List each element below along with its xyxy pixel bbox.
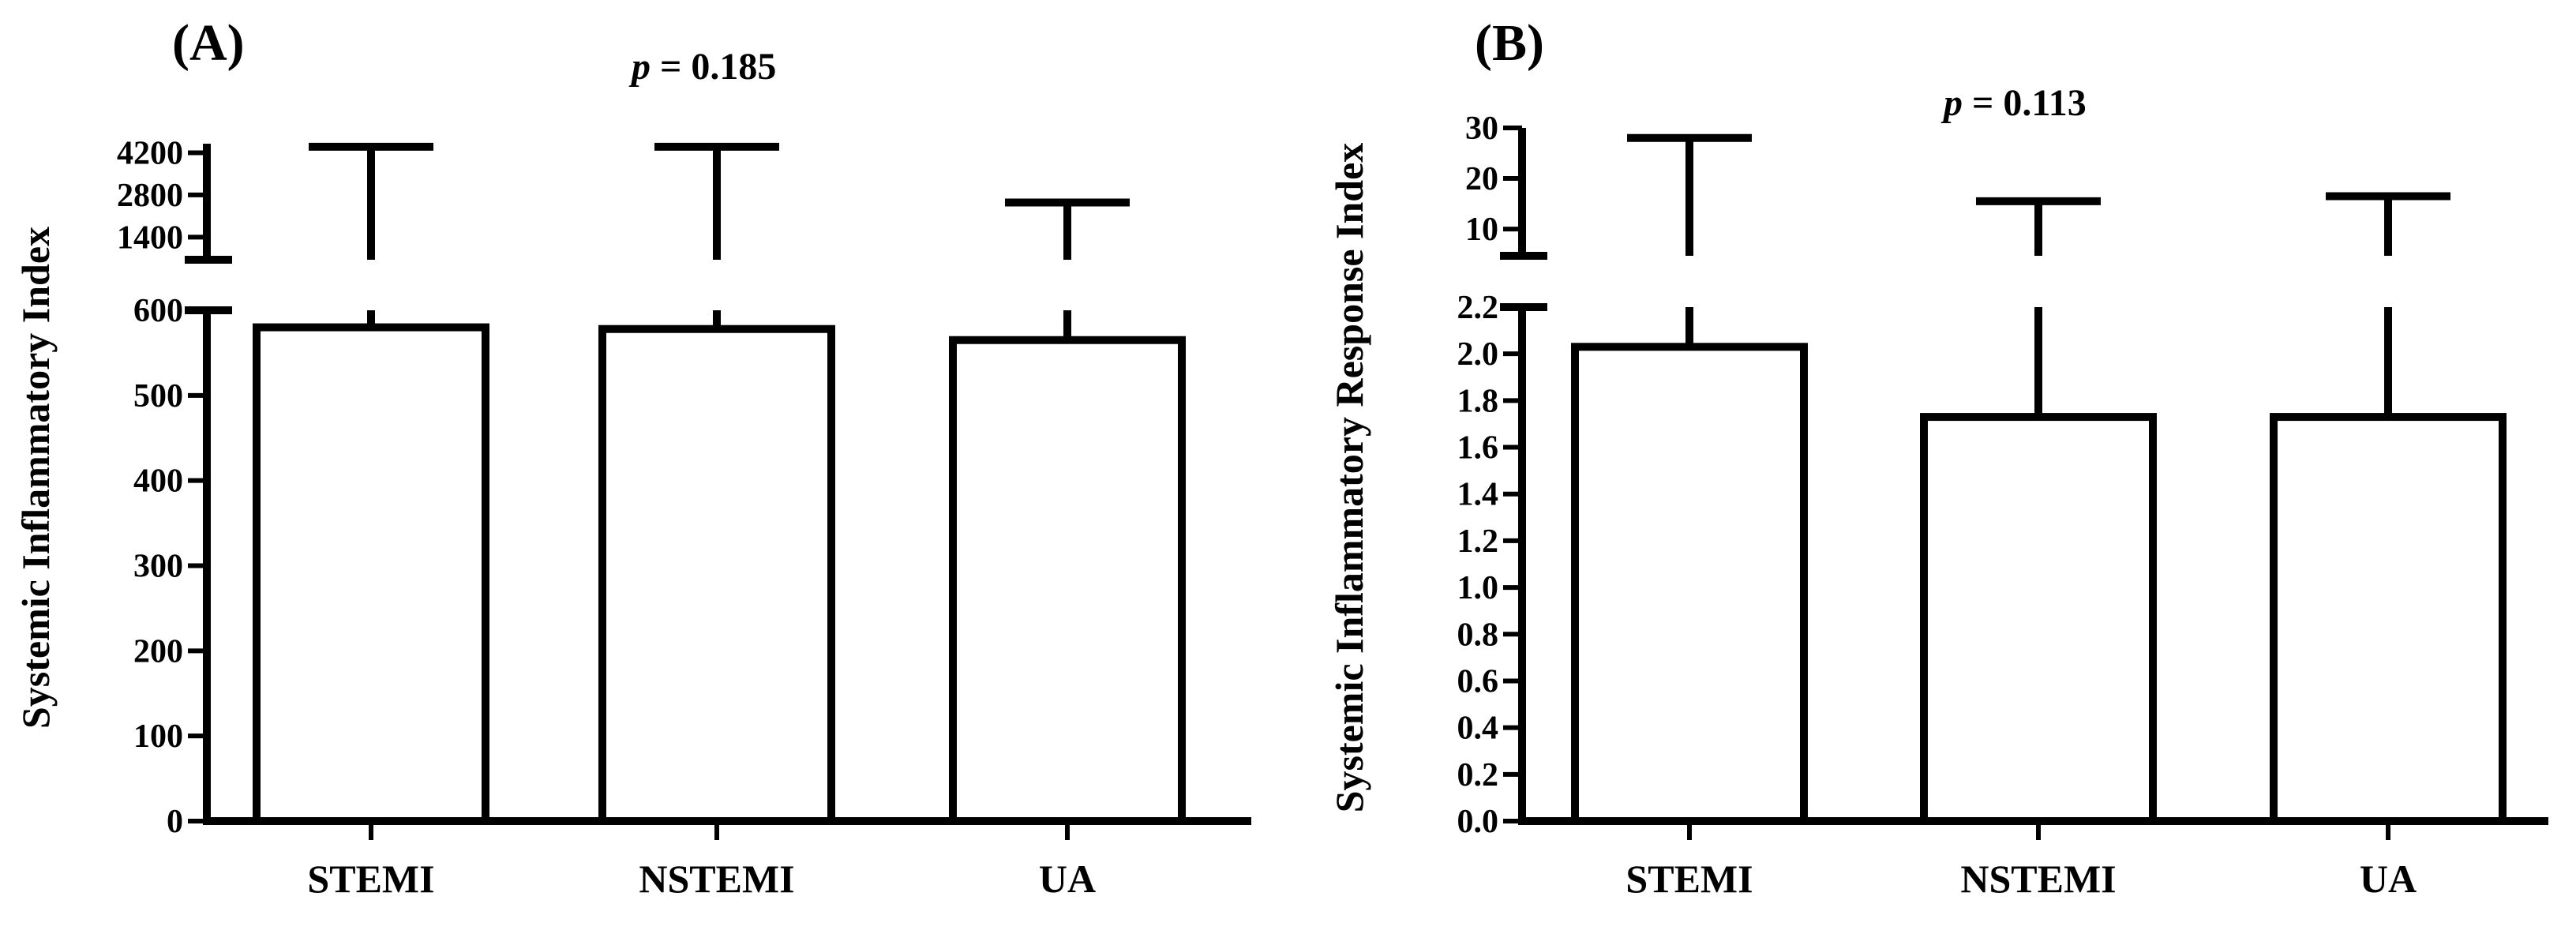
panel-a-y-tick-label: 0 bbox=[167, 804, 183, 840]
panel-b-p-symbol: p bbox=[1940, 82, 1963, 124]
panel-a-y-tick-label: 100 bbox=[133, 718, 183, 755]
panel-a-y-tick-label-upper: 4200 bbox=[117, 135, 183, 171]
panel-b-y-tick-label: 0.0 bbox=[1457, 804, 1499, 840]
panel-a-category-label: UA bbox=[1039, 857, 1096, 901]
panel-b-bar-stemi bbox=[1571, 343, 1808, 825]
panel-b-y-tick-label-upper: 30 bbox=[1465, 111, 1498, 147]
panel-a-p-value: p = 0.185 bbox=[628, 46, 776, 88]
panel-a-y-tick-label: 500 bbox=[133, 378, 183, 414]
panel-a-y-tick-label: 400 bbox=[133, 463, 183, 500]
panel-b-label: (B) bbox=[1475, 14, 1544, 72]
panel-a-bar-stemi bbox=[253, 323, 489, 826]
panel-b-p-value: p = 0.113 bbox=[1940, 82, 2087, 124]
panel-a-y-tick-label: 200 bbox=[133, 633, 183, 670]
panel-b-y-tick-label: 0.6 bbox=[1457, 663, 1499, 700]
panel-b-y-tick-label: 1.0 bbox=[1457, 570, 1499, 606]
panel-a-bar-nstemi bbox=[598, 324, 835, 825]
panel-a-category-label: STEMI bbox=[307, 857, 434, 901]
panel-b-category-label: STEMI bbox=[1625, 857, 1753, 901]
panel-b-category-label: UA bbox=[2360, 857, 2417, 901]
panel-b: (B) p = 0.113 Systemic Inflammatory Resp… bbox=[1327, 14, 2548, 901]
panel-b-bar-nstemi bbox=[1920, 413, 2157, 825]
panel-a-label: (A) bbox=[172, 14, 245, 72]
panel-b-y-tick-label-upper: 20 bbox=[1465, 161, 1498, 197]
panel-b-y-axis-title: Systemic Inflammatory Response Index bbox=[1327, 143, 1371, 813]
panel-a-y-tick-label-upper: 2800 bbox=[117, 178, 183, 214]
panel-a-category-label: NSTEMI bbox=[639, 857, 794, 901]
panel-a-y-axis-title: Systemic Inflammatory Index bbox=[13, 227, 58, 729]
panel-b-y-tick-label: 0.4 bbox=[1457, 711, 1499, 747]
panel-b-y-tick-label: 0.2 bbox=[1457, 757, 1499, 793]
panel-a-p-text: = 0.185 bbox=[651, 46, 776, 88]
panel-b-y-tick-label: 1.4 bbox=[1457, 477, 1499, 513]
panel-b-y-tick-label-upper: 10 bbox=[1465, 212, 1498, 248]
panel-a-y-tick-label: 300 bbox=[133, 549, 183, 585]
panel-a-y-tick-label-upper: 1400 bbox=[117, 219, 183, 256]
panel-b-category-label: NSTEMI bbox=[1960, 857, 2116, 901]
panel-b-p-text: = 0.113 bbox=[1963, 82, 2087, 124]
panel-b-y-tick-label: 2.2 bbox=[1457, 290, 1499, 326]
panel-a-bar-ua bbox=[949, 336, 1186, 826]
panel-b-y-tick-label: 1.2 bbox=[1457, 523, 1499, 560]
panel-b-y-tick-label: 0.8 bbox=[1457, 617, 1499, 653]
panel-b-y-tick-label: 2.0 bbox=[1457, 336, 1499, 373]
panel-a-y-tick-label: 600 bbox=[133, 293, 183, 329]
panel-b-bar-ua bbox=[2270, 413, 2507, 825]
panel-a-p-symbol: p bbox=[628, 46, 651, 88]
panel-b-y-tick-label: 1.8 bbox=[1457, 383, 1499, 419]
panel-b-y-tick-label: 1.6 bbox=[1457, 430, 1499, 467]
panel-a: (A) p = 0.185 Systemic Inflammatory Inde… bbox=[13, 14, 1251, 901]
